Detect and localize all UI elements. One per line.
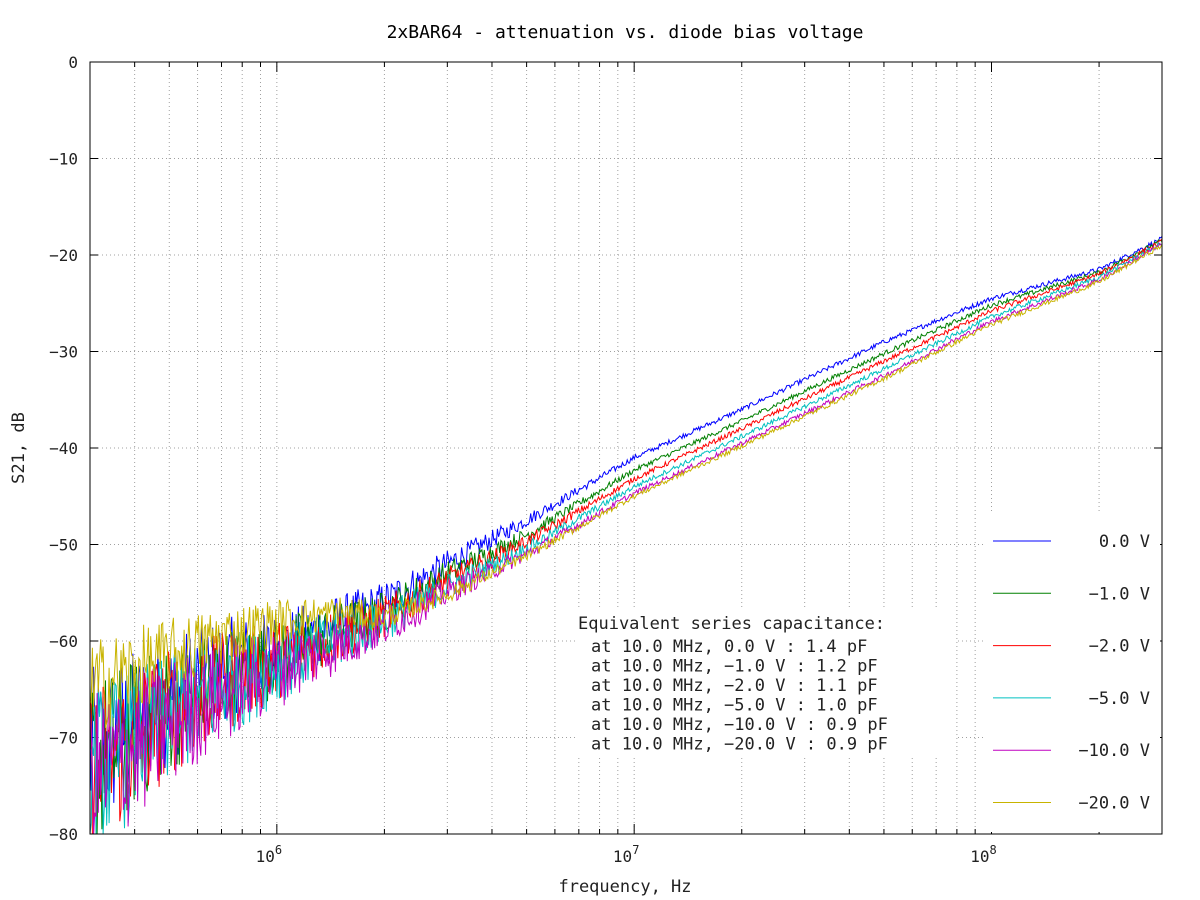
annotation-line: at 10.0 MHz, −10.0 V : 0.9 pF	[591, 715, 888, 735]
legend: 0.0 V −1.0 V −2.0 V −5.0 V −10.0 V −20.0 V	[984, 514, 1160, 832]
x-tick-label: 106	[256, 843, 283, 866]
legend-label: 0.0 V	[1099, 532, 1150, 552]
series-line	[89, 241, 1163, 835]
y-tick-label: −50	[49, 536, 78, 555]
series-line	[89, 242, 1163, 835]
y-tick-label: 0	[68, 53, 78, 72]
series-line	[89, 235, 1163, 809]
y-tick-label: −30	[49, 343, 78, 362]
annotation-line: at 10.0 MHz, −20.0 V : 0.9 pF	[591, 735, 888, 755]
y-tick-label: −20	[49, 246, 78, 265]
plot-frame	[89, 61, 1163, 835]
y-axis-ticks: 0 −10 −20 −30 −40 −50 −60 −70 −80	[49, 53, 1162, 844]
y-axis-label: S21, dB	[9, 412, 29, 484]
x-tick-label: 107	[613, 843, 640, 866]
legend-label: −1.0 V	[1089, 584, 1150, 604]
x-axis-ticks: 106 107 108	[256, 843, 997, 866]
annotation-line: at 10.0 MHz, −2.0 V : 1.1 pF	[591, 676, 878, 696]
annotation-line: at 10.0 MHz, −1.0 V : 1.2 pF	[591, 657, 878, 677]
annotation-line: at 10.0 MHz, 0.0 V : 1.4 pF	[591, 637, 867, 657]
legend-label: −2.0 V	[1089, 637, 1150, 657]
annotation-line: at 10.0 MHz, −5.0 V : 1.0 pF	[591, 696, 878, 716]
y-tick-label: −40	[49, 439, 78, 458]
series-lines	[89, 235, 1163, 835]
capacitance-annotation: Equivalent series capacitance: at 10.0 M…	[578, 610, 956, 758]
annotation-header: Equivalent series capacitance:	[578, 614, 885, 634]
x-axis-label: frequency, Hz	[558, 877, 691, 897]
y-tick-label: −10	[49, 150, 78, 169]
x-tick-label: 108	[970, 843, 997, 866]
y-tick-label: −80	[49, 825, 78, 844]
series-line	[89, 243, 1163, 729]
y-tick-label: −60	[49, 632, 78, 651]
chart-title: 2xBAR64 - attenuation vs. diode bias vol…	[387, 22, 864, 43]
series-line	[89, 238, 1163, 835]
legend-label: −20.0 V	[1078, 794, 1150, 814]
y-tick-label: −70	[49, 729, 78, 748]
legend-label: −5.0 V	[1089, 689, 1150, 709]
legend-label: −10.0 V	[1078, 741, 1150, 761]
